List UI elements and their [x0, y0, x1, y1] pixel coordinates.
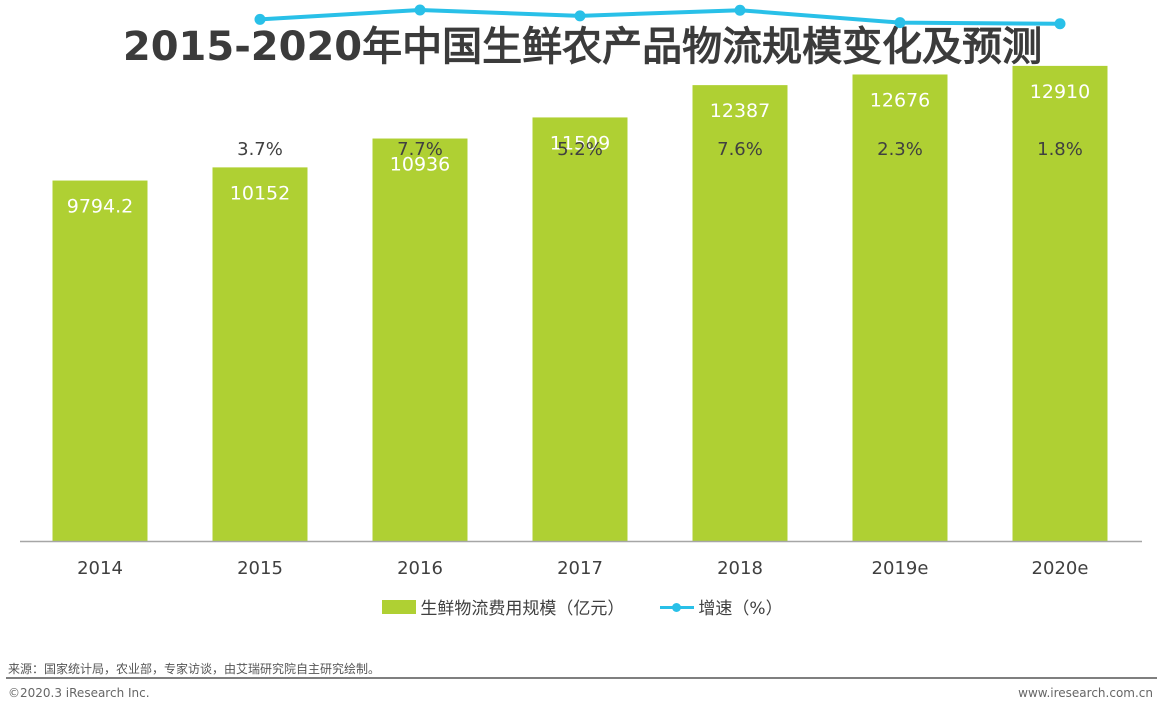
bar-series	[52, 65, 1108, 542]
footer-divider	[6, 677, 1157, 679]
growth-point-2016	[414, 4, 426, 16]
bar-value-label: 12910	[1030, 81, 1090, 103]
chart-title: 2015-2020年中国生鲜农产品物流规模变化及预测	[122, 24, 1043, 70]
bar-labels: 9794.2 10152 10936 11509 12387 12676 12910	[67, 81, 1090, 218]
bar-value-label: 9794.2	[67, 196, 133, 218]
growth-value-label: 7.6%	[717, 139, 763, 160]
bar-2019e	[852, 74, 948, 541]
bar-value-label: 11509	[550, 132, 610, 154]
bar-value-label: 12676	[870, 89, 930, 111]
x-tick-label: 2016	[397, 558, 443, 579]
x-tick-labels: 2014 2015 2016 2017 2018 2019e 2020e	[77, 558, 1088, 579]
bar-2017	[532, 117, 628, 541]
growth-point-2015	[254, 13, 266, 25]
legend-line-swatch	[660, 600, 695, 614]
bar-value-label: 12387	[710, 100, 770, 122]
chart-plot: 9794.2 10152 10936 11509 12387 12676 12910 201…	[20, 4, 1142, 579]
legend-item-line: 增速（%）	[660, 594, 783, 619]
x-tick-label: 2018	[717, 558, 763, 579]
growth-line	[259, 8, 1061, 26]
x-tick-label: 2020e	[1032, 558, 1089, 579]
growth-point-2017	[574, 10, 586, 22]
growth-point-2020e	[1054, 18, 1066, 30]
bar-2014	[52, 180, 148, 541]
growth-labels: 3.7% 7.7% 5.2% 7.6% 2.3% 1.8%	[237, 139, 1083, 160]
legend-bar-swatch	[382, 599, 417, 614]
legend-line-label: 增速（%）	[698, 599, 783, 619]
growth-value-label: 5.2%	[557, 139, 603, 160]
growth-line-series	[254, 4, 1066, 30]
bar-value-label: 10152	[230, 182, 290, 204]
legend-bar-label: 生鲜物流费用规模（亿元）	[420, 599, 625, 619]
copyright: ©2020.3 iResearch Inc.	[8, 686, 150, 700]
website-link[interactable]: www.iresearch.com.cn	[1018, 686, 1153, 700]
x-tick-label: 2017	[557, 558, 603, 579]
legend: 生鲜物流费用规模（亿元） 增速（%）	[0, 594, 1165, 619]
growth-value-label: 3.7%	[237, 139, 283, 160]
growth-point-2018	[734, 4, 746, 16]
x-tick-label: 2014	[77, 558, 123, 579]
bar-2016	[372, 138, 468, 541]
legend-item-bar: 生鲜物流费用规模（亿元）	[382, 594, 624, 619]
bar-2015	[212, 167, 308, 541]
x-tick-label: 2019e	[872, 558, 929, 579]
x-tick-label: 2015	[237, 558, 283, 579]
growth-point-2019e	[894, 17, 906, 29]
bar-value-label: 10936	[390, 154, 450, 176]
source-note: 来源：国家统计局，农业部，专家访谈，由艾瑞研究院自主研究绘制。	[8, 662, 381, 676]
bar-2018	[692, 85, 788, 541]
growth-value-label: 7.7%	[397, 139, 443, 160]
growth-value-label: 2.3%	[877, 139, 923, 160]
growth-value-label: 1.8%	[1037, 139, 1083, 160]
bar-2020e	[1012, 65, 1108, 542]
